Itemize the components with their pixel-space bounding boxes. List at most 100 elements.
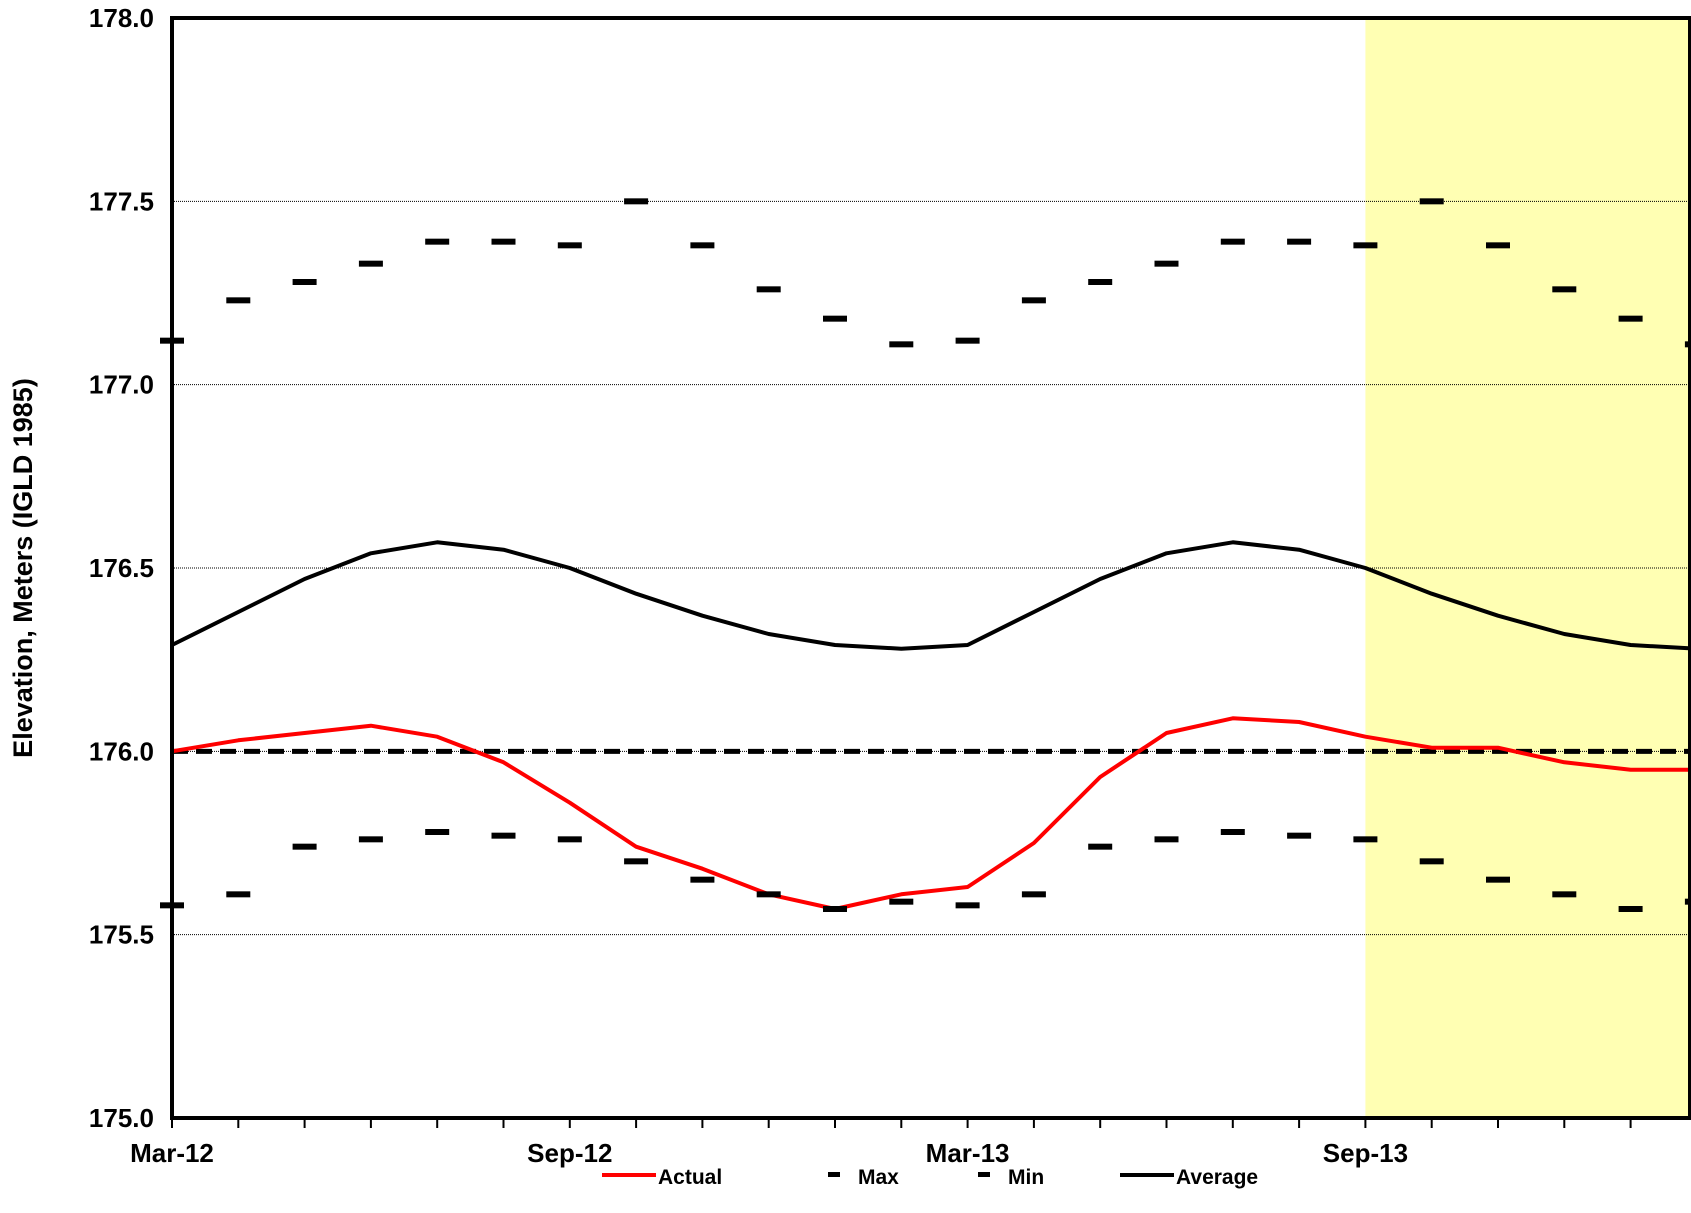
marker-max [358,260,383,267]
marker-max [690,242,715,249]
marker-max [557,242,582,249]
y-tick-label: 178.0 [89,3,154,33]
data-point-average [1629,643,1633,647]
data-point-actual [1629,768,1633,772]
y-tick-label: 177.0 [89,370,154,400]
data-point-average [1231,540,1235,544]
marker-max [1552,286,1577,293]
marker-max [1287,238,1312,245]
legend-item-average: Average [1120,1166,1258,1189]
data-point-average [369,551,373,555]
series-line-actual [171,716,1691,911]
marker-min [1353,836,1378,843]
marker-min [624,858,649,865]
legend-label-max: Max [858,1166,899,1189]
marker-max [1353,242,1378,249]
marker-min [1220,829,1245,835]
data-point-actual [435,735,439,739]
x-tick-label: Sep-13 [1323,1138,1408,1168]
data-point-average [435,540,439,544]
data-point-actual [1496,746,1500,750]
data-point-average [568,566,572,570]
data-point-actual [1297,720,1301,724]
data-point-actual [899,892,903,896]
marker-max [1088,279,1113,285]
marker-min [955,902,980,909]
data-point-average [767,632,771,636]
marker-min [1154,836,1179,843]
data-point-average [1363,566,1367,570]
data-point-average [1032,610,1036,614]
marker-min [1088,843,1113,850]
marker-max [1154,260,1179,267]
marker-max [1220,238,1245,245]
data-point-average [1496,614,1500,618]
marker-min [425,829,450,835]
data-point-actual [502,760,505,764]
data-point-average [1165,551,1168,555]
data-point-average [303,577,307,581]
data-point-average [833,643,837,647]
y-tick-label: 176.0 [89,736,154,766]
marker-max [1684,341,1691,348]
x-tick-label: Mar-13 [926,1138,1010,1168]
legend-label-average: Average [1176,1166,1258,1189]
data-point-average [899,647,903,651]
data-point-average [634,592,638,596]
data-point-average [1098,577,1102,581]
data-point-actual [568,801,572,805]
marker-min [690,876,715,883]
plot-border [170,16,1691,1120]
data-point-average [1562,632,1566,636]
data-point-average [700,614,704,618]
y-tick-label: 175.5 [89,920,154,950]
x-tick-label: Sep-12 [527,1138,612,1168]
marker-min [1618,906,1643,912]
data-point-actual [1032,841,1036,845]
data-point-actual [236,738,240,742]
marker-max [226,297,251,304]
data-point-actual [1363,735,1367,739]
marker-max [823,315,847,322]
marker-max [955,337,980,344]
marker-min [1419,858,1444,865]
marker-min [889,898,914,905]
legend-swatch-max [828,1172,840,1177]
data-point-average [1430,592,1434,596]
data-point-average [236,610,240,614]
legend-swatch-min [978,1172,990,1177]
data-point-actual [369,724,373,728]
data-point-actual [700,867,704,871]
data-point-actual [966,885,970,889]
marker-max [425,238,450,245]
marker-min [823,906,847,912]
y-tick-label: 175.0 [89,1103,154,1133]
marker-max [1618,315,1643,322]
marker-max [756,286,781,293]
data-point-actual [1165,731,1168,735]
data-point-actual [1098,775,1102,779]
legend-label-actual: Actual [658,1166,722,1189]
marker-min [358,836,383,843]
legend-item-actual: Actual [602,1166,722,1189]
data-point-average [966,643,970,647]
forecast-shading [1365,18,1690,1118]
data-point-actual [1231,716,1235,720]
data-point-actual [1430,746,1434,750]
marker-min [1021,891,1046,898]
data-point-average [1297,548,1301,552]
marker-min [226,891,251,898]
marker-max [1021,297,1046,304]
legend: Actual Max Min Average [602,1166,1258,1189]
data-point-actual [1562,760,1566,764]
y-tick-label: 177.5 [89,186,154,216]
y-tick-label: 176.5 [89,553,154,583]
marker-min [292,843,317,850]
legend-item-min: Min [978,1166,1044,1189]
legend-label-min: Min [1008,1166,1044,1189]
marker-max [1486,242,1510,249]
y-axis-title: Elevation, Meters (IGLD 1985) [8,378,38,758]
marker-min [756,891,781,898]
forecast-region [1365,18,1690,1118]
